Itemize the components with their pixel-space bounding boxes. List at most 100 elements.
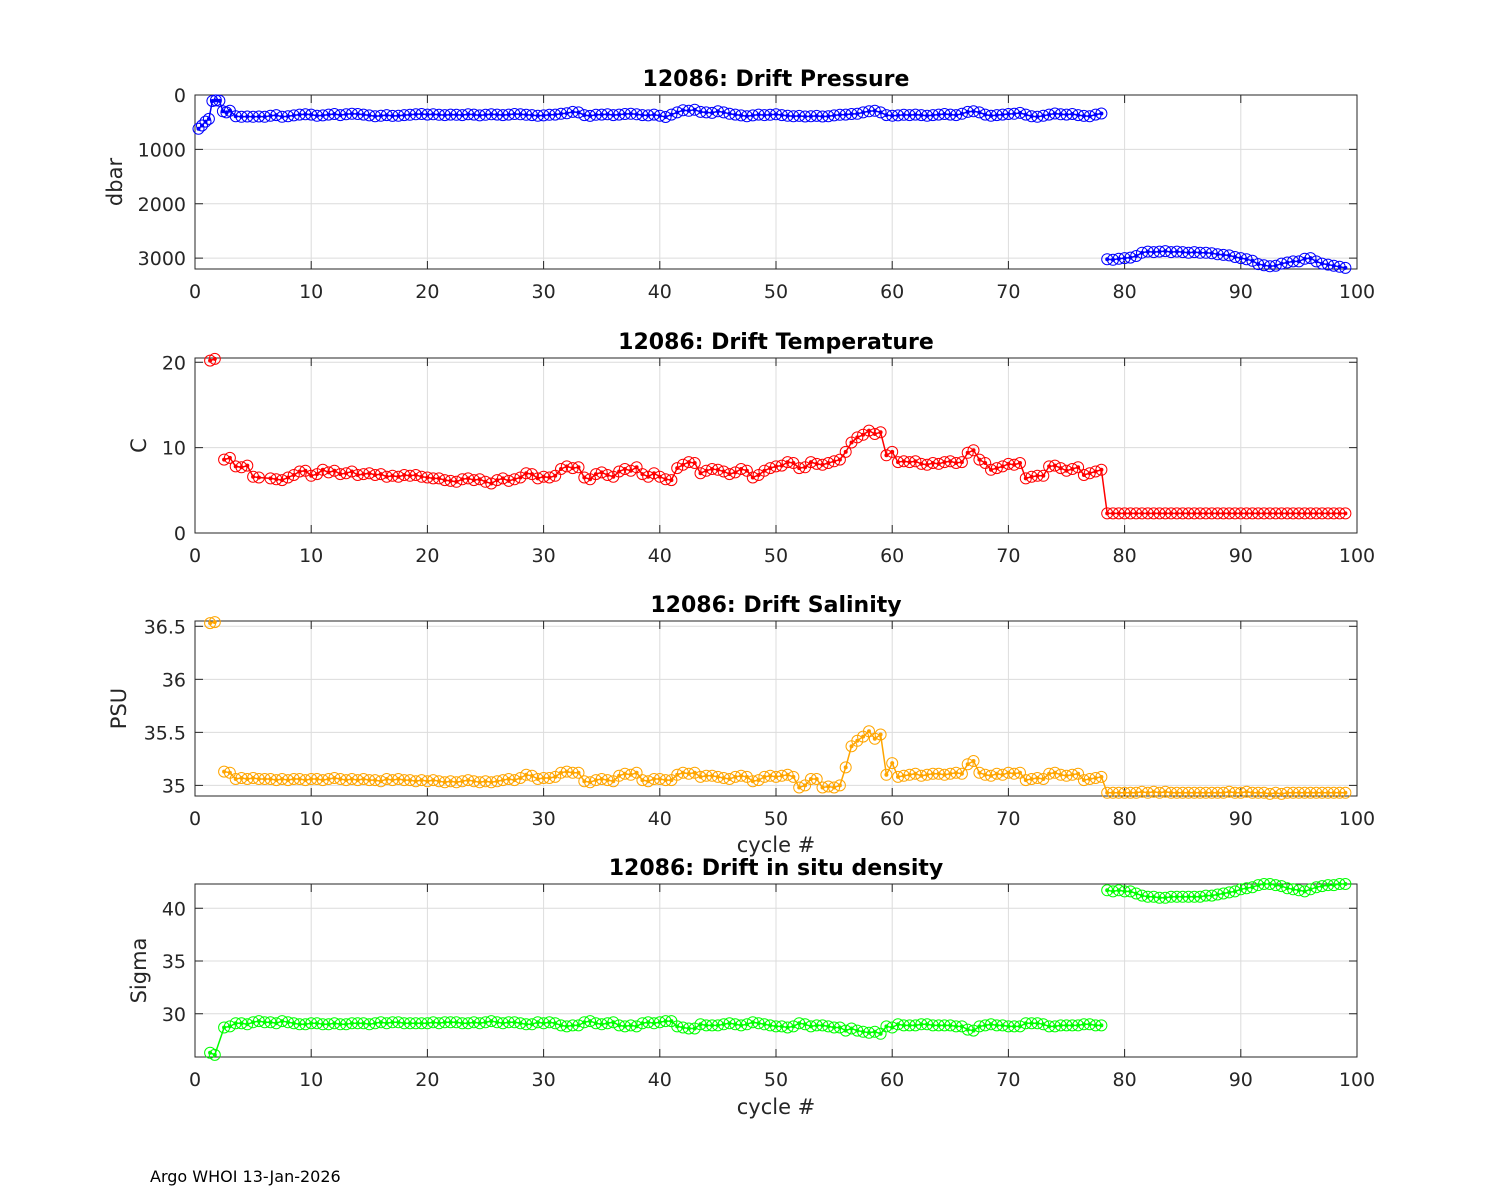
x-tick-label: 30 — [532, 281, 556, 303]
y-tick-label: 1000 — [138, 139, 186, 161]
salinity-data-point — [833, 779, 846, 792]
temperature-data-point — [572, 461, 585, 474]
salinity-data-point — [1014, 766, 1026, 779]
x-tick-label: 70 — [996, 808, 1020, 830]
x-tick-label: 30 — [532, 1069, 556, 1091]
pressure-data-point — [209, 94, 222, 107]
temperature-data-point — [967, 444, 980, 457]
salinity-data-point — [955, 767, 968, 780]
x-tick-label: 10 — [299, 1069, 323, 1091]
temperature-series — [204, 352, 1352, 520]
temperature-data-point — [886, 445, 899, 458]
y-tick-label: 35.5 — [144, 722, 186, 744]
temperature-data-point — [839, 445, 852, 458]
x-tick-label: 20 — [415, 808, 439, 830]
x-tick-label: 30 — [532, 808, 556, 830]
pressure-data-point — [1095, 107, 1108, 120]
salinity-y-ticks: 35 35.5 36 36.5 — [144, 616, 1357, 797]
y-tick-label: 0 — [174, 523, 186, 545]
density-y-axis-label: Sigma — [127, 938, 151, 1004]
temperature-data-point — [223, 451, 236, 464]
density-series — [204, 878, 1352, 1061]
y-tick-label: 36.5 — [144, 616, 186, 638]
x-tick-label: 10 — [299, 808, 323, 830]
pressure-data-point — [1339, 261, 1352, 274]
pressure-y-axis-label: dbar — [103, 158, 127, 207]
x-tick-label: 70 — [996, 281, 1020, 303]
x-tick-label: 0 — [189, 545, 201, 567]
x-tick-label: 50 — [764, 808, 788, 830]
x-tick-label: 30 — [532, 545, 556, 567]
pressure-data-point — [213, 94, 226, 107]
x-tick-label: 20 — [415, 545, 439, 567]
salinity-data-point — [1095, 770, 1108, 783]
x-tick-label: 90 — [1229, 545, 1253, 567]
x-tick-label: 0 — [189, 808, 201, 830]
x-tick-label: 0 — [189, 281, 201, 303]
salinity-data-point — [810, 773, 823, 785]
x-tick-label: 40 — [648, 808, 672, 830]
panel-temperature: 0 10 20 30 40 50 60 70 80 90 100 0 10 20 12086: Drift … — [127, 330, 1375, 567]
temperature-data-point — [1095, 463, 1108, 476]
salinity-data-point — [208, 616, 221, 629]
temperature-title: 12086: Drift Temperature — [618, 330, 934, 355]
pressure-data-point — [202, 112, 215, 125]
density-x-ticks: 0 10 20 30 40 50 60 70 80 90 100 — [189, 884, 1375, 1091]
x-tick-label: 40 — [648, 281, 672, 303]
pressure-title: 12086: Drift Pressure — [643, 67, 910, 92]
y-tick-label: 36 — [162, 669, 186, 691]
x-tick-label: 80 — [1113, 1069, 1137, 1091]
x-tick-label: 80 — [1113, 281, 1137, 303]
x-tick-label: 20 — [415, 1069, 439, 1091]
y-tick-label: 0 — [174, 85, 186, 107]
y-tick-label: 3000 — [138, 248, 186, 270]
temperature-data-point — [665, 474, 678, 487]
salinity-x-axis-label: cycle # — [737, 833, 816, 857]
temperature-y-axis-label: C — [127, 438, 151, 453]
temperature-data-point — [740, 464, 753, 477]
x-tick-label: 100 — [1339, 1069, 1375, 1091]
x-tick-label: 50 — [764, 281, 788, 303]
temperature-data-point — [208, 352, 221, 365]
temperature-data-point — [833, 453, 846, 466]
y-tick-label: 35 — [162, 775, 186, 797]
x-tick-label: 90 — [1229, 281, 1253, 303]
salinity-data-point — [874, 728, 887, 741]
salinity-data-point — [1339, 786, 1352, 799]
salinity-data-point — [630, 766, 643, 779]
panel-pressure: 0 10 20 30 40 50 60 70 80 90 100010002000300012086… — [103, 67, 1375, 303]
x-tick-label: 90 — [1229, 1069, 1253, 1091]
salinity-data-point — [572, 766, 585, 779]
y-tick-label: 35 — [162, 951, 186, 973]
x-tick-label: 100 — [1339, 545, 1375, 567]
density-x-axis-label: cycle # — [737, 1095, 816, 1119]
density-data-point — [208, 1048, 221, 1061]
x-tick-label: 100 — [1339, 808, 1375, 830]
y-tick-label: 20 — [162, 352, 186, 374]
x-tick-label: 80 — [1113, 808, 1137, 830]
y-tick-label: 40 — [162, 898, 186, 920]
temperature-data-point — [955, 456, 968, 469]
temperature-data-point — [874, 426, 887, 439]
x-tick-label: 40 — [648, 545, 672, 567]
x-tick-label: 60 — [880, 1069, 904, 1091]
temperature-data-point — [1072, 461, 1085, 474]
density-data-point — [874, 1027, 887, 1040]
salinity-title: 12086: Drift Salinity — [650, 593, 901, 618]
x-tick-label: 0 — [189, 1069, 201, 1091]
x-tick-label: 70 — [996, 545, 1020, 567]
salinity-data-point — [787, 770, 800, 783]
x-tick-label: 80 — [1113, 545, 1137, 567]
pressure-y-ticks: 0 1000 2000 3000 — [138, 85, 1357, 270]
temperature-data-point — [688, 457, 701, 469]
salinity-data-point — [880, 768, 893, 781]
salinity-data-point — [839, 761, 852, 774]
footer-text: Argo WHOI 13-Jan-2026 — [150, 1167, 341, 1186]
density-data-point — [1095, 1019, 1108, 1032]
salinity-x-ticks: 0 10 20 30 40 50 60 70 80 90 100 — [189, 621, 1375, 830]
x-tick-label: 10 — [299, 545, 323, 567]
x-tick-label: 50 — [764, 1069, 788, 1091]
x-tick-label: 60 — [880, 808, 904, 830]
x-tick-label: 60 — [880, 281, 904, 303]
